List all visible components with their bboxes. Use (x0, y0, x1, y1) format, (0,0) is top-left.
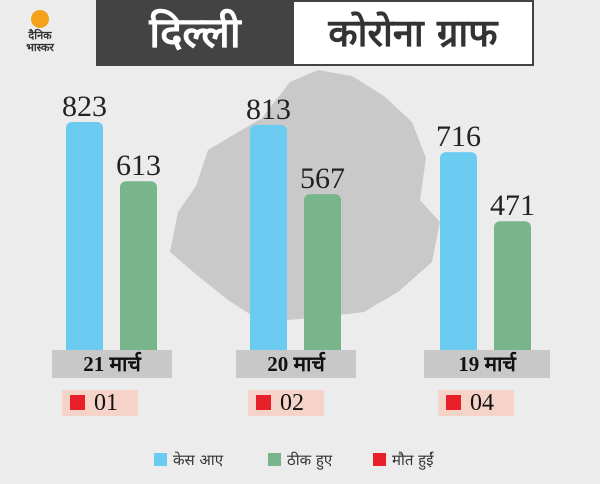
logo-text: दैनिक भास्कर (12, 30, 68, 54)
legend-label-deaths: मौत हुईं (392, 451, 434, 469)
legend-label-recovered: ठीक हुए (287, 451, 333, 469)
date-label-1: 20 मार्च (236, 350, 356, 378)
bar-value-label-cases-2: 716 (436, 120, 481, 153)
bar-cases-2 (440, 152, 477, 366)
legend-item-deaths: मौत हुईं (373, 450, 434, 470)
logo-line2: भास्कर (26, 41, 54, 54)
death-count-2: 04 (438, 390, 514, 416)
date-label-0: 21 मार्च (52, 350, 172, 378)
bar-value-label-recovered-0: 613 (116, 149, 161, 182)
legend-item-recovered: ठीक हुए (268, 450, 332, 470)
date-label-text-1: 20 मार्च (267, 352, 325, 376)
title-corona-graph: कोरोना ग्राफ (294, 0, 534, 66)
chart-legend: केस आए ठीक हुए मौत हुईं (0, 448, 600, 472)
death-marker-2 (446, 395, 461, 410)
bar-cases-1 (250, 124, 287, 366)
legend-swatch-cases (154, 453, 167, 466)
legend-label-cases: केस आए (173, 451, 224, 469)
dainik-bhaskar-logo: दैनिक भास्कर (12, 10, 68, 56)
bar-recovered-1 (304, 194, 341, 366)
bar-recovered-0 (120, 181, 157, 366)
death-count-1: 02 (248, 390, 324, 416)
legend-swatch-deaths (373, 453, 386, 466)
death-marker-1 (256, 395, 271, 410)
legend-swatch-recovered (268, 453, 281, 466)
date-label-2: 19 मार्च (424, 350, 550, 378)
legend-item-cases: केस आए (154, 450, 223, 470)
bar-value-label-cases-1: 813 (246, 93, 291, 126)
bar-recovered-2 (494, 221, 531, 366)
death-value-1: 02 (280, 390, 304, 416)
death-marker-0 (70, 395, 85, 410)
death-value-2: 04 (470, 390, 494, 416)
logo-line1: दैनिक (28, 29, 52, 42)
death-count-0: 01 (62, 390, 138, 416)
date-label-text-2: 19 मार्च (458, 352, 516, 376)
bar-value-label-recovered-2: 471 (490, 189, 535, 222)
date-label-text-0: 21 मार्च (83, 352, 141, 376)
bar-value-label-recovered-1: 567 (300, 162, 345, 195)
bar-cases-0 (66, 122, 103, 366)
logo-sun-icon (31, 10, 49, 28)
death-value-0: 01 (94, 390, 118, 416)
title-delhi: दिल्ली (96, 0, 294, 66)
bar-value-label-cases-0: 823 (62, 90, 107, 123)
